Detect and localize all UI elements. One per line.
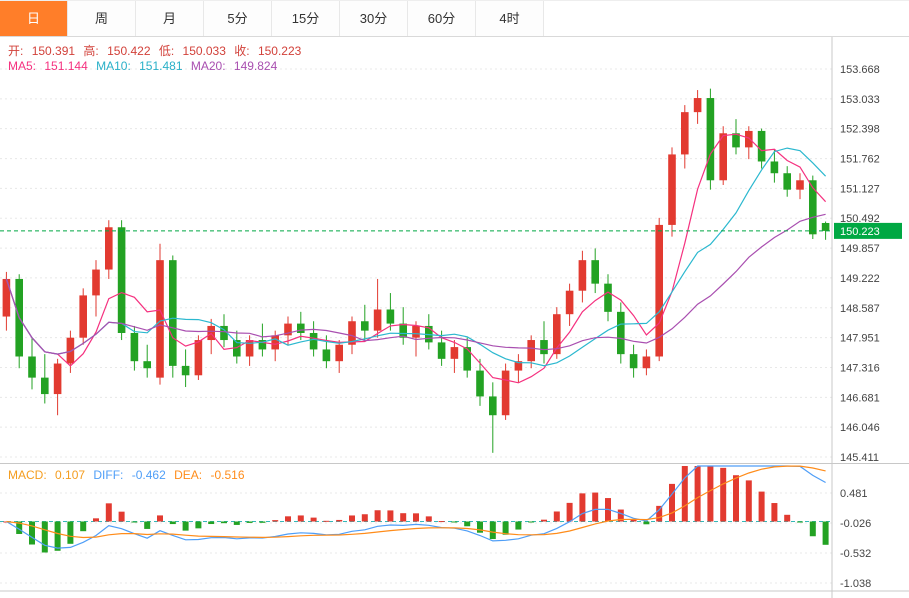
macd-tick-label: 0.481 (840, 488, 868, 500)
tab-month[interactable]: 月 (136, 1, 204, 36)
macd-tick-label: -1.038 (840, 578, 871, 590)
diff-label: DIFF: (93, 468, 124, 482)
price-tick-label: 153.033 (840, 94, 880, 106)
dea-value: -0.516 (210, 468, 245, 482)
diff-line (6, 465, 826, 549)
macd-label: MACD: (8, 468, 47, 482)
price-tick-label: 147.316 (840, 362, 880, 374)
price-tick-label: 146.681 (840, 392, 880, 404)
ohlc-readout: 开: 150.391 高: 150.422 低: 150.033 收: 150.… (8, 42, 306, 59)
price-tick-label: 153.668 (840, 64, 880, 76)
candles (2, 88, 830, 453)
macd-value: 0.107 (55, 468, 86, 482)
price-tick-label: 147.951 (840, 333, 880, 345)
ma20-line (5, 213, 826, 355)
ma-legend: MA5: 151.144 MA10: 151.481 MA20: 149.824 (8, 59, 282, 73)
ma10-line (5, 147, 827, 367)
ma20-value: 149.824 (233, 59, 278, 73)
macd-tick-label: -0.532 (840, 548, 871, 560)
open-label: 开: (8, 44, 24, 58)
tab-5min[interactable]: 5分 (204, 1, 272, 36)
price-tick-label: 151.127 (840, 183, 880, 195)
chart-area: 153.668 153.033 152.398 151.762 151.127 150.4… (0, 37, 909, 598)
macd-gridlines (0, 492, 832, 584)
tab-day[interactable]: 日 (0, 1, 68, 36)
macd-chart-canvas[interactable]: 0.481 -0.026 -0.532 -1.038 (0, 463, 909, 598)
dea-label: DEA: (174, 468, 203, 482)
low-label: 低: (158, 44, 175, 58)
tab-week[interactable]: 周 (68, 1, 136, 36)
ma5-label: MA5: (8, 59, 37, 73)
high-value: 150.422 (107, 44, 151, 58)
tab-60min[interactable]: 60分 (408, 1, 476, 36)
price-tick-label: 145.411 (840, 452, 879, 463)
price-tick-label: 152.398 (840, 124, 880, 136)
ma20-label: MA20: (190, 59, 226, 73)
price-tick-label: 150.492 (840, 213, 880, 225)
ma10-label: MA10: (96, 59, 131, 73)
ma5-value: 151.144 (44, 59, 88, 73)
open-value: 150.391 (31, 44, 76, 58)
timeframe-tabs: 日 周 月 5分 15分 30分 60分 4时 (0, 1, 909, 37)
tab-4hour[interactable]: 4时 (476, 1, 544, 36)
diff-value: -0.462 (131, 468, 166, 482)
close-label: 收: (234, 44, 250, 58)
price-tick-label: 151.762 (840, 154, 880, 166)
price-tick-label: 148.587 (840, 303, 880, 315)
macd-legend: MACD: 0.107 DIFF: -0.462 DEA: -0.516 (8, 468, 250, 482)
last-price-badge-text: 150.223 (840, 226, 880, 238)
price-tick-label: 146.046 (840, 422, 880, 434)
high-label: 高: (83, 44, 99, 58)
macd-tick-label: -0.026 (840, 518, 871, 530)
ma5-line (5, 133, 827, 384)
last-price-badge (834, 222, 902, 239)
tab-30min[interactable]: 30分 (340, 1, 408, 36)
close-value: 150.223 (257, 44, 302, 58)
price-tick-label: 149.222 (840, 273, 880, 285)
ma10-value: 151.481 (139, 59, 183, 73)
tab-15min[interactable]: 15分 (272, 1, 340, 36)
price-tick-label: 149.857 (840, 243, 880, 255)
dea-line (6, 465, 826, 539)
price-chart-canvas[interactable]: 153.668 153.033 152.398 151.762 151.127 150.4… (0, 37, 909, 463)
macd-histogram (3, 466, 829, 553)
low-value: 150.033 (182, 44, 226, 58)
